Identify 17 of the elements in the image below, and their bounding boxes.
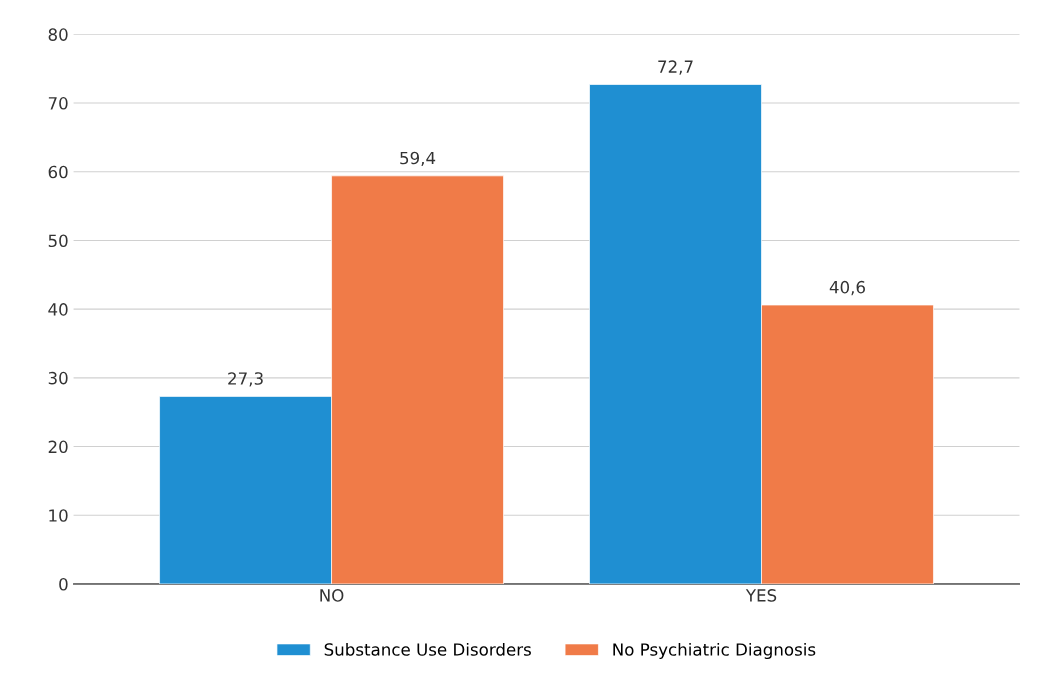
y-tick-label: 60 (48, 165, 68, 179)
data-label: 27,3 (228, 372, 263, 387)
x-tick-label: NO (320, 589, 344, 602)
x-tick-label: YES (745, 589, 777, 602)
data-label: 72,7 (658, 60, 693, 75)
data-label: 40,6 (829, 280, 865, 296)
y-tick-label: 80 (48, 28, 68, 41)
legend-label: Substance Use Disorders (324, 642, 531, 656)
legend-label: No Psychiatric Diagnosis (613, 642, 816, 660)
y-tick-label: 30 (48, 371, 68, 385)
y-tick-label: 40 (48, 303, 68, 316)
y-tick-label: 20 (48, 440, 68, 454)
data-label: 59,4 (400, 151, 436, 167)
y-tick-label: 10 (49, 509, 68, 522)
y-tick-label: 70 (48, 97, 68, 110)
y-tick-label: 50 (48, 234, 68, 248)
y-tick-label: 0 (59, 577, 68, 591)
